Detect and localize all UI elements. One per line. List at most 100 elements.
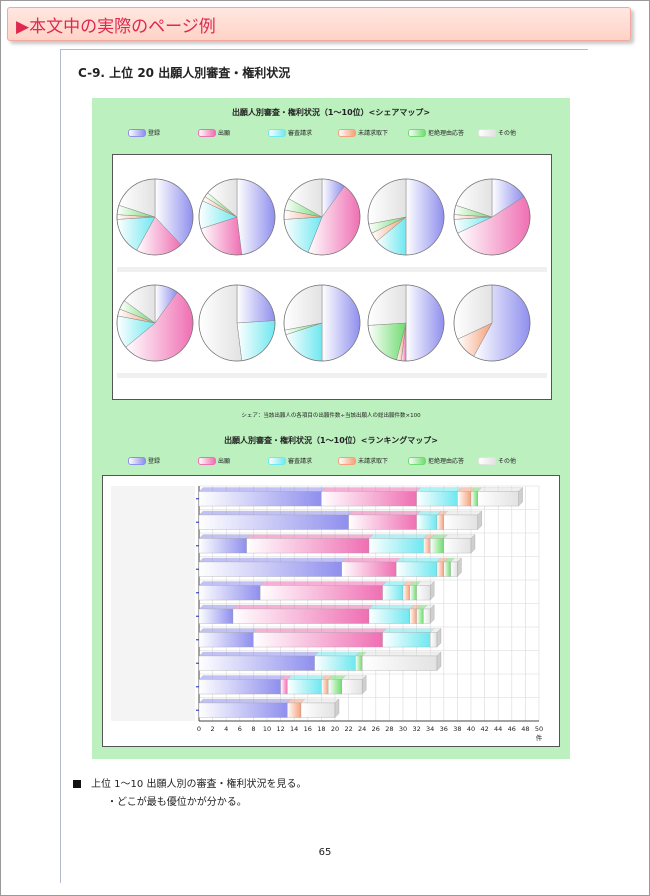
bar-segment <box>198 538 247 554</box>
bar-segment-top <box>361 651 442 657</box>
bar-segment-top <box>314 651 360 657</box>
legend-swatch <box>198 457 216 465</box>
bar-segment <box>287 702 302 718</box>
section-title: C-9. 上位 20 出願人別審査・権利状況 <box>78 66 291 80</box>
bar-segment <box>443 561 451 577</box>
bar-segment <box>382 632 431 648</box>
body-bullet: 上位 1～10 出願人別の審査・権利状況を見る。 <box>73 775 306 790</box>
bar-segment-top <box>382 628 435 633</box>
bar-segment-top <box>341 675 367 680</box>
pie-outline <box>453 284 531 362</box>
pie-chart-title: 出願人別審査・権利状況（1～10位）<シェアマップ> <box>231 108 431 117</box>
pie-slice <box>405 284 445 362</box>
bar-segment-top <box>443 534 476 539</box>
bar-segment <box>198 632 254 648</box>
bar-segment-top <box>368 534 428 539</box>
bar-chart: 0 2 4 6 8 10 12 14 16 18 20 22 24 26 28 30 32 34 36 38 40 42 4… <box>111 485 543 742</box>
bar-segment <box>396 561 438 577</box>
margin-line-horizontal <box>60 49 588 50</box>
x-tick-label: 2 <box>211 725 215 733</box>
x-tick-label: 32 <box>412 725 420 733</box>
bar-segment-top <box>382 581 408 586</box>
bar-segment <box>253 632 383 648</box>
pie-slice <box>236 284 276 324</box>
pie-row-shadow <box>117 373 547 378</box>
x-tick-label: 30 <box>399 725 407 733</box>
bar-segment-top <box>368 604 415 610</box>
bar-segment-top <box>443 510 483 516</box>
bar-segment <box>409 585 417 601</box>
legend-label: 拒絶理由応答 <box>428 458 465 465</box>
bar-segment <box>280 679 288 695</box>
bar-segment <box>198 655 315 671</box>
bar-segment-top <box>300 698 340 704</box>
pie-slice <box>236 178 276 255</box>
legend-label: 出願 <box>218 458 231 465</box>
bar-segment <box>198 702 288 718</box>
banner-title: ▶本文中の実際のページ例 <box>16 17 216 37</box>
bar-segment <box>368 608 410 624</box>
margin-line-vertical <box>60 49 61 883</box>
bar-segment <box>416 585 431 601</box>
bar-segment <box>382 585 404 601</box>
pie-slice <box>367 284 407 326</box>
bar-end-face <box>436 651 442 671</box>
bar-segment <box>260 585 383 601</box>
bar-segment-top <box>198 651 319 657</box>
x-tick-label: 18 <box>317 725 325 733</box>
x-unit-label: 件 <box>536 733 543 742</box>
x-tick-label: 14 <box>290 725 298 733</box>
bar-segment <box>341 679 363 695</box>
pie-slice <box>283 284 323 331</box>
body-sub-point: ・どこが最も優位かが分かる。 <box>107 797 247 808</box>
share-note: シェア：当該出願人の各項目の出願件数÷当該出願人の総出願件数×100 <box>241 413 421 419</box>
pie-outline <box>116 178 194 256</box>
bar-segment-top <box>198 534 251 539</box>
pie-slice <box>405 178 445 256</box>
bar-segment <box>423 538 431 554</box>
x-tick-label: 36 <box>440 725 448 733</box>
bar-segment <box>232 608 370 624</box>
x-tick-label: 16 <box>304 725 312 733</box>
bar-segment <box>436 561 444 577</box>
legend-label: その他 <box>498 458 517 465</box>
x-tick-label: 10 <box>263 725 271 733</box>
x-tick-label: 40 <box>467 725 475 733</box>
bar-segment <box>321 679 329 695</box>
bar-segment-top <box>341 557 401 563</box>
bar-segment-top <box>198 628 258 633</box>
bar-segment <box>198 608 234 624</box>
bar-segment <box>300 702 336 718</box>
legend-label: 審査請求 <box>288 130 313 137</box>
x-tick-label: 24 <box>358 725 366 733</box>
bar-segment-top <box>416 510 442 516</box>
legend-label: その他 <box>498 130 517 137</box>
pie-row-shadow <box>117 267 547 272</box>
bar-end-face <box>436 628 442 648</box>
x-tick-label: 8 <box>251 725 255 733</box>
pie-slice <box>367 178 407 225</box>
bar-end-face <box>430 581 435 601</box>
bar-segment <box>328 679 342 695</box>
bar-segment <box>430 632 438 648</box>
bar-segment <box>246 538 370 554</box>
bar-segment <box>477 491 519 507</box>
bar-segment-top <box>287 675 326 680</box>
bar-segment <box>402 585 410 601</box>
x-tick-label: 22 <box>344 725 352 733</box>
pie-chart-box <box>112 154 552 400</box>
bar-end-face <box>470 534 476 554</box>
bar-segment <box>450 561 458 577</box>
bar-segment <box>416 514 438 530</box>
x-tick-label: 28 <box>385 725 393 733</box>
bar-segment <box>341 561 397 577</box>
pie-slice <box>236 320 276 361</box>
x-tick-label: 48 <box>521 725 529 733</box>
bar-segment-top <box>232 604 374 610</box>
bullet-text: 上位 1～10 出願人別の審査・権利状況を見る。 <box>91 779 307 790</box>
bar-segment <box>198 679 281 695</box>
legend-swatch <box>408 457 426 465</box>
x-tick-label: 34 <box>426 725 434 733</box>
bar-end-face <box>518 487 523 507</box>
page-banner: ▶本文中の実際のページ例 <box>7 7 631 41</box>
